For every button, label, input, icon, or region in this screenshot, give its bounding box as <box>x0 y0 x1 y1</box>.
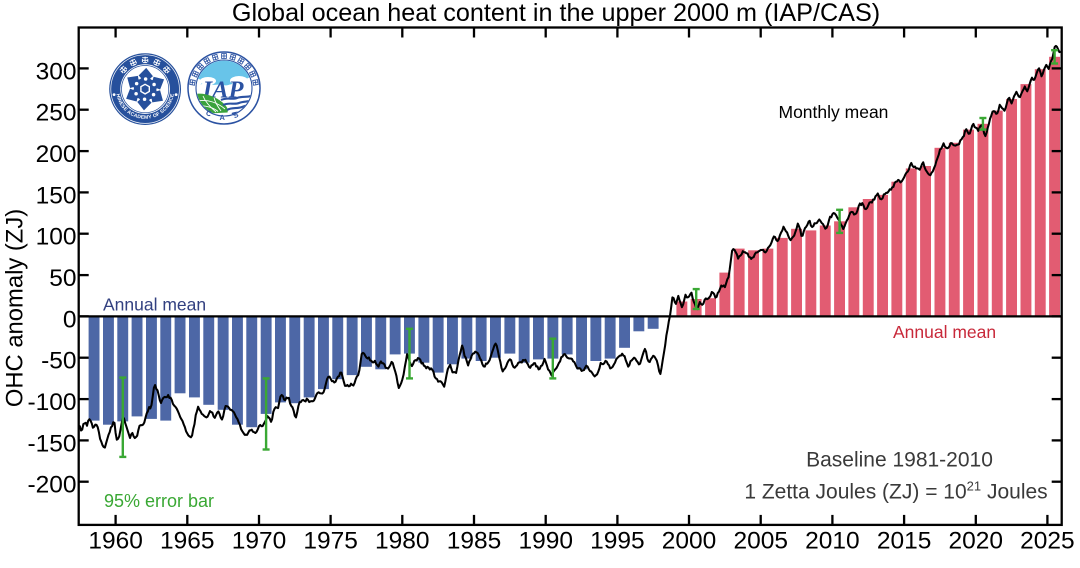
svg-text:250: 250 <box>36 100 77 127</box>
svg-text:50: 50 <box>49 265 76 292</box>
svg-text:150: 150 <box>36 182 77 209</box>
svg-text:Baseline 1981-2010: Baseline 1981-2010 <box>806 449 993 472</box>
svg-text:-200: -200 <box>27 472 76 499</box>
svg-text:1960: 1960 <box>88 527 143 554</box>
svg-text:100: 100 <box>36 224 77 251</box>
svg-text:Annual mean: Annual mean <box>893 322 996 342</box>
svg-text:1965: 1965 <box>160 527 215 554</box>
svg-text:Monthly mean: Monthly mean <box>779 102 889 122</box>
svg-text:OHC anomaly (ZJ): OHC anomaly (ZJ) <box>2 209 29 407</box>
svg-text:95% error bar: 95% error bar <box>104 491 214 511</box>
svg-text:1990: 1990 <box>518 527 573 554</box>
svg-text:2015: 2015 <box>877 527 932 554</box>
svg-text:2020: 2020 <box>949 527 1004 554</box>
svg-text:1970: 1970 <box>232 527 287 554</box>
svg-text:-100: -100 <box>27 389 76 416</box>
svg-text:2005: 2005 <box>733 527 788 554</box>
svg-text:2000: 2000 <box>662 527 717 554</box>
svg-text:200: 200 <box>36 141 77 168</box>
svg-text:Annual mean: Annual mean <box>103 295 206 315</box>
svg-text:2010: 2010 <box>805 527 860 554</box>
svg-text:1980: 1980 <box>375 527 430 554</box>
svg-text:0: 0 <box>63 306 77 333</box>
svg-text:1995: 1995 <box>590 527 645 554</box>
svg-text:1985: 1985 <box>447 527 502 554</box>
svg-text:1 Zetta Joules (ZJ) = 1021 Jou: 1 Zetta Joules (ZJ) = 1021 Joules <box>744 478 1047 503</box>
svg-text:2025: 2025 <box>1020 527 1075 554</box>
svg-text:-150: -150 <box>27 430 76 457</box>
svg-text:300: 300 <box>36 58 77 85</box>
svg-text:1975: 1975 <box>303 527 358 554</box>
svg-text:Global ocean heat content in t: Global ocean heat content in the upper 2… <box>232 0 880 27</box>
svg-text:-50: -50 <box>41 348 76 375</box>
